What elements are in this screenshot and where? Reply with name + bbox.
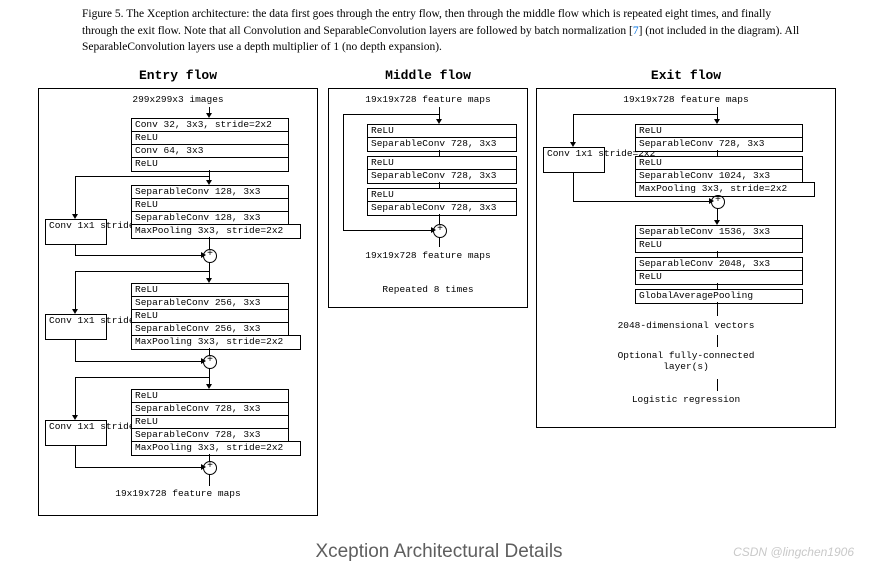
b3-4: MaxPooling 3x3, stride=2x2	[131, 441, 301, 456]
entry-title: Entry flow	[38, 68, 318, 83]
middle-output: 19x19x728 feature maps	[329, 251, 527, 262]
middle-repeat: Repeated 8 times	[329, 285, 527, 296]
stem-3: ReLU	[131, 157, 289, 172]
t-1: ReLU	[635, 238, 803, 253]
add-icon: +	[203, 461, 217, 475]
m-5: SeparableConv 728, 3x3	[367, 201, 517, 216]
exit-v2: Optional fully-connected layer(s)	[537, 351, 835, 373]
watermark: CSDN @lingchen1906	[733, 545, 854, 559]
entry-skip-1: Conv 1x1 stride=2x2	[45, 219, 107, 245]
figure-number: Figure 5.	[82, 8, 124, 20]
b2-4: MaxPooling 3x3, stride=2x2	[131, 335, 301, 350]
e1-4: MaxPooling 3x3, stride=2x2	[635, 182, 815, 197]
entry-flow: 299x299x3 images Conv 32, 3x3, stride=2x…	[38, 88, 318, 516]
exit-input: 19x19x728 feature maps	[537, 95, 835, 106]
page: { "caption": { "fig": "Figure 5.", "text…	[0, 0, 878, 573]
t-4: GlobalAveragePooling	[635, 289, 803, 304]
entry-input: 299x299x3 images	[39, 95, 317, 106]
add-icon: +	[711, 195, 725, 209]
exit-title: Exit flow	[536, 68, 836, 83]
exit-skip: Conv 1x1 stride=2x2	[543, 147, 605, 173]
exit-flow: 19x19x728 feature maps Conv 1x1 stride=2…	[536, 88, 836, 428]
m-1: SeparableConv 728, 3x3	[367, 137, 517, 152]
entry-skip-2: Conv 1x1 stride=2x2	[45, 314, 107, 340]
entry-output: 19x19x728 feature maps	[39, 489, 317, 500]
exit-v1: 2048-dimensional vectors	[537, 321, 835, 332]
t-3: ReLU	[635, 270, 803, 285]
exit-v3: Logistic regression	[537, 395, 835, 406]
figure-caption: Figure 5. The Xception architecture: the…	[82, 6, 802, 56]
m-3: SeparableConv 728, 3x3	[367, 169, 517, 184]
middle-input: 19x19x728 feature maps	[329, 95, 527, 106]
add-icon: +	[433, 224, 447, 238]
add-icon: +	[203, 249, 217, 263]
b1-3: MaxPooling 3x3, stride=2x2	[131, 224, 301, 239]
middle-title: Middle flow	[328, 68, 528, 83]
e1-1: SeparableConv 728, 3x3	[635, 137, 803, 152]
entry-skip-3: Conv 1x1 stride=2x2	[45, 420, 107, 446]
add-icon: +	[203, 355, 217, 369]
middle-flow: 19x19x728 feature maps ReLU SeparableCon…	[328, 88, 528, 308]
